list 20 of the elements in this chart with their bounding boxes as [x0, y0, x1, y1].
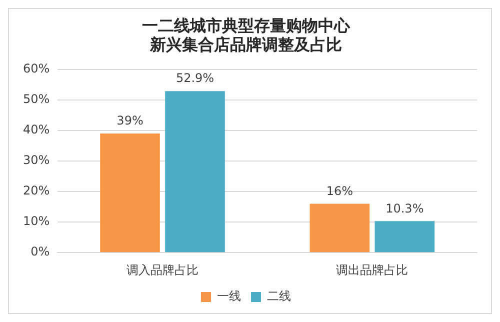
data-label: 10.3% — [386, 201, 424, 216]
y-tick-label: 10% — [23, 214, 50, 228]
y-tick-label: 60% — [23, 62, 50, 76]
bar — [165, 91, 225, 252]
legend-label: 一线 — [217, 289, 241, 304]
data-label: 39% — [116, 114, 144, 128]
data-label: 52.9% — [176, 71, 214, 86]
bar — [310, 204, 370, 252]
legend-label: 二线 — [267, 289, 291, 304]
x-tick-label: 调出品牌占比 — [336, 262, 408, 277]
y-tick-label: 0% — [30, 244, 50, 259]
bar — [374, 221, 435, 252]
y-tick-label: 20% — [23, 184, 50, 198]
data-label: 16% — [326, 184, 354, 198]
bar — [100, 134, 160, 252]
x-tick-label: 调入品牌占比 — [126, 262, 199, 277]
y-tick-label: 50% — [23, 92, 50, 106]
y-tick-label: 30% — [23, 153, 50, 168]
chart-title: 一二线城市典型存量购物中心新兴集合店品牌调整及占比 — [142, 16, 351, 54]
y-tick-label: 40% — [23, 122, 50, 137]
